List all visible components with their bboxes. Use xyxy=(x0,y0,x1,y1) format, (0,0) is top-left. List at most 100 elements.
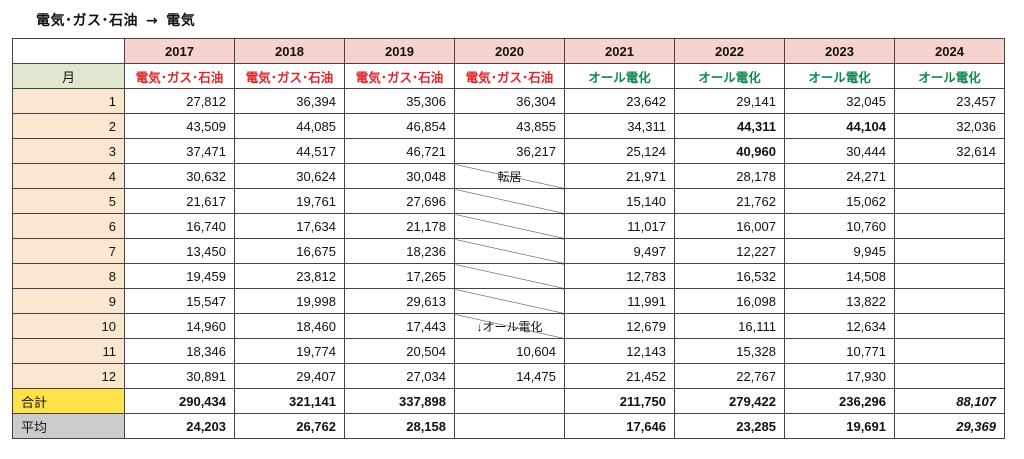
value-cell xyxy=(894,188,1005,214)
value-cell: 27,696 xyxy=(344,188,455,214)
value-cell: 15,140 xyxy=(564,188,675,214)
value-cell: 28,178 xyxy=(674,163,785,189)
value-cell: 23,812 xyxy=(234,263,345,289)
total-value: 211,750 xyxy=(564,388,675,414)
month-cell: 2 xyxy=(12,113,125,139)
year-header: 2024 xyxy=(894,38,1005,64)
value-cell: 37,471 xyxy=(124,138,235,164)
month-cell: 10 xyxy=(12,313,125,339)
year-header: 2023 xyxy=(784,38,895,64)
month-cell: 8 xyxy=(12,263,125,289)
value-cell: 21,762 xyxy=(674,188,785,214)
value-cell: 24,271 xyxy=(784,163,895,189)
value-cell: 12,143 xyxy=(564,338,675,364)
value-cell: 46,721 xyxy=(344,138,455,164)
energy-type-label: オール電化 xyxy=(564,63,675,89)
value-cell xyxy=(894,213,1005,239)
table-row: 3 37,471 44,517 46,721 36,217 25,124 40,960 30,… xyxy=(12,138,1005,164)
value-cell: 19,761 xyxy=(234,188,345,214)
year-header: 2020 xyxy=(454,38,565,64)
value-cell: ↓オール電化 xyxy=(454,313,565,339)
total-value: 88,107 xyxy=(894,388,1005,414)
value-cell: 9,497 xyxy=(564,238,675,264)
energy-type-label: オール電化 xyxy=(784,63,895,89)
value-cell: 30,624 xyxy=(234,163,345,189)
value-cell: 18,236 xyxy=(344,238,455,264)
total-value: 290,434 xyxy=(124,388,235,414)
value-cell: 9,945 xyxy=(784,238,895,264)
month-cell: 4 xyxy=(12,163,125,189)
value-cell xyxy=(454,213,565,239)
average-value: 28,158 xyxy=(344,413,455,439)
value-cell: 17,634 xyxy=(234,213,345,239)
average-value: 26,762 xyxy=(234,413,345,439)
average-value: 19,691 xyxy=(784,413,895,439)
value-cell xyxy=(894,288,1005,314)
year-header: 2019 xyxy=(344,38,455,64)
value-cell: 21,178 xyxy=(344,213,455,239)
value-cell: 43,509 xyxy=(124,113,235,139)
value-cell: 27,034 xyxy=(344,363,455,389)
value-cell: 14,508 xyxy=(784,263,895,289)
heading-to: 電気 xyxy=(166,13,196,29)
value-cell: 19,459 xyxy=(124,263,235,289)
value-cell: 34,311 xyxy=(564,113,675,139)
value-cell: 13,822 xyxy=(784,288,895,314)
value-cell: 25,124 xyxy=(564,138,675,164)
year-header: 2022 xyxy=(674,38,785,64)
month-cell: 7 xyxy=(12,238,125,264)
value-cell: 14,960 xyxy=(124,313,235,339)
value-cell: 21,452 xyxy=(564,363,675,389)
value-cell: 44,517 xyxy=(234,138,345,164)
year-header: 2018 xyxy=(234,38,345,64)
table-row: 1 27,812 36,394 35,306 36,304 23,642 29,141 32,… xyxy=(12,88,1005,114)
value-cell: 16,007 xyxy=(674,213,785,239)
value-cell: 23,457 xyxy=(894,88,1005,114)
value-cell: 22,767 xyxy=(674,363,785,389)
total-row: 合計 290,434 321,141 337,898 211,750 279,422 236… xyxy=(12,388,1005,414)
value-cell: 36,217 xyxy=(454,138,565,164)
average-value: 23,285 xyxy=(674,413,785,439)
value-cell: 15,328 xyxy=(674,338,785,364)
total-value: 236,296 xyxy=(784,388,895,414)
value-cell: 11,017 xyxy=(564,213,675,239)
value-cell: 13,450 xyxy=(124,238,235,264)
value-cell: 16,740 xyxy=(124,213,235,239)
value-cell xyxy=(894,163,1005,189)
table-row: 12 30,891 29,407 27,034 14,475 21,452 22,767 17… xyxy=(12,363,1005,389)
month-cell: 6 xyxy=(12,213,125,239)
value-cell: 46,854 xyxy=(344,113,455,139)
value-cell: 19,774 xyxy=(234,338,345,364)
value-cell: 21,971 xyxy=(564,163,675,189)
value-cell: 30,632 xyxy=(124,163,235,189)
energy-type-label: 電気･ガス･石油 xyxy=(344,63,455,89)
value-cell: 32,614 xyxy=(894,138,1005,164)
average-value xyxy=(454,413,565,439)
value-cell xyxy=(894,363,1005,389)
table-row: 4 30,632 30,624 30,048 転居 21,971 28,178 24,271 xyxy=(12,163,1005,189)
total-value: 321,141 xyxy=(234,388,345,414)
value-cell xyxy=(454,263,565,289)
value-cell: 転居 xyxy=(454,163,565,189)
energy-cost-table: 2017 2018 2019 2020 2021 2022 2023 2024 月電気･ガス･石… xyxy=(12,38,1005,439)
value-cell: 16,675 xyxy=(234,238,345,264)
value-cell: 29,141 xyxy=(674,88,785,114)
energy-type-label: 電気･ガス･石油 xyxy=(124,63,235,89)
energy-type-row: 月電気･ガス･石油 電気･ガス･石油 電気･ガス･石油 電気･ガス･石油 オール電化 オー… xyxy=(12,63,1005,89)
value-cell: 36,304 xyxy=(454,88,565,114)
month-column-header: 月 xyxy=(12,63,125,89)
heading-from: 電気･ガス･石油 xyxy=(36,13,138,29)
value-cell: 17,443 xyxy=(344,313,455,339)
value-cell: 16,098 xyxy=(674,288,785,314)
value-cell xyxy=(454,288,565,314)
month-cell: 3 xyxy=(12,138,125,164)
average-value: 17,646 xyxy=(564,413,675,439)
total-value: 279,422 xyxy=(674,388,785,414)
month-cell: 11 xyxy=(12,338,125,364)
average-value: 24,203 xyxy=(124,413,235,439)
total-value: 337,898 xyxy=(344,388,455,414)
value-cell: 44,104 xyxy=(784,113,895,139)
table-row: 6 16,740 17,634 21,178 11,017 16,007 10,760 xyxy=(12,213,1005,239)
value-cell xyxy=(454,188,565,214)
value-cell: 15,547 xyxy=(124,288,235,314)
